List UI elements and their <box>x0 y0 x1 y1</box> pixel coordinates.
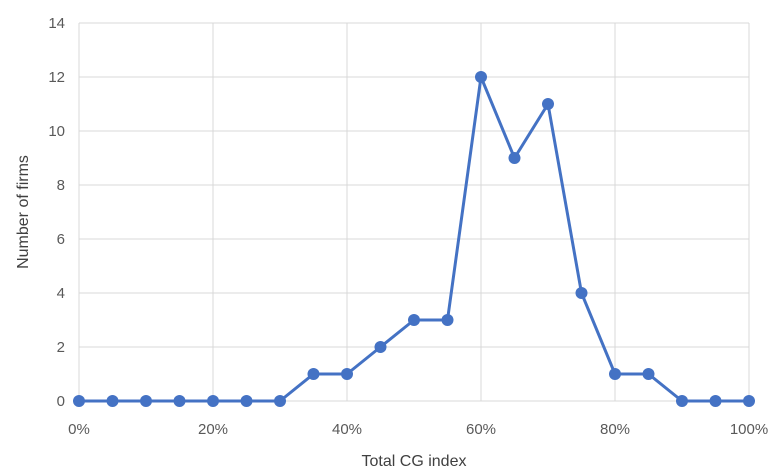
data-point <box>508 152 521 164</box>
x-tick-label: 0% <box>68 421 90 438</box>
y-tick-label: 14 <box>48 15 65 32</box>
data-point <box>676 395 688 407</box>
data-point <box>240 395 253 407</box>
data-point <box>709 395 722 407</box>
gridlines <box>78 22 750 402</box>
y-tick-label: 8 <box>57 177 65 194</box>
x-tick-label: 60% <box>466 421 496 438</box>
y-tick-label: 0 <box>57 393 65 410</box>
data-point <box>609 368 621 380</box>
y-tick-label: 2 <box>57 339 65 356</box>
data-point <box>341 368 353 380</box>
x-axis-title: Total CG index <box>362 453 467 470</box>
data-point <box>642 368 655 380</box>
data-point <box>307 368 320 380</box>
x-tick-label: 40% <box>332 421 362 438</box>
data-point <box>274 395 286 407</box>
y-tick-label: 4 <box>57 285 65 302</box>
data-point <box>475 71 487 83</box>
x-tick-label: 80% <box>600 421 630 438</box>
y-tick-label: 12 <box>48 69 65 86</box>
data-point <box>542 98 554 110</box>
y-axis-ticks: 0 2 4 6 8 10 12 14 <box>48 15 65 410</box>
data-point <box>441 314 454 326</box>
data-point <box>73 395 85 407</box>
y-tick-label: 6 <box>57 231 65 248</box>
data-point <box>743 395 755 407</box>
x-axis-ticks: 0% 20% 40% 60% 80% 100% <box>68 421 768 438</box>
y-axis-title: Number of firms <box>15 155 32 269</box>
data-point <box>575 287 588 299</box>
x-tick-label: 20% <box>198 421 228 438</box>
data-point <box>408 314 420 326</box>
x-tick-label: 100% <box>730 421 768 438</box>
data-point <box>140 395 152 407</box>
y-tick-label: 10 <box>48 123 65 140</box>
data-point <box>106 395 119 407</box>
data-point <box>173 395 186 407</box>
data-point <box>374 341 387 353</box>
data-point <box>207 395 219 407</box>
data-points <box>73 71 755 407</box>
